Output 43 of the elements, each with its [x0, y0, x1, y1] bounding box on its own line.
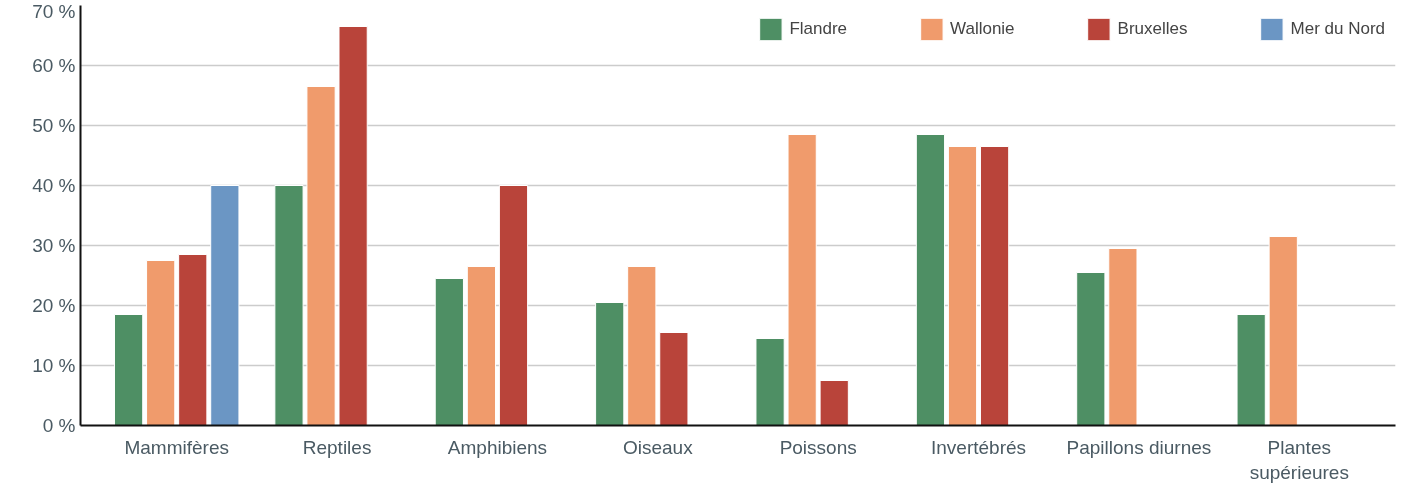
y-tick-label: 30 %	[32, 235, 76, 256]
y-tick-label: 0 %	[42, 415, 76, 436]
bar	[434, 278, 464, 426]
bar	[915, 134, 946, 426]
bar	[947, 146, 978, 426]
bar	[114, 314, 144, 426]
x-tick-label: Plantes supérieures	[1249, 436, 1349, 483]
legend-label: Mer du Nord	[1290, 19, 1385, 39]
bar	[498, 185, 529, 426]
bar	[466, 266, 497, 426]
y-tick-label: 70 %	[32, 0, 76, 22]
legend-label: Flandre	[789, 19, 848, 39]
bar	[338, 26, 368, 426]
bar	[274, 185, 304, 426]
bar	[595, 302, 625, 426]
bar	[979, 146, 1010, 426]
y-tick-label: 50 %	[32, 115, 76, 136]
y-tick-label: 60 %	[32, 55, 76, 76]
bar	[819, 380, 849, 426]
x-tick-label: Poissons	[779, 436, 857, 458]
bar	[627, 266, 657, 426]
bar	[210, 185, 240, 426]
bar	[178, 254, 208, 426]
legend-label: Bruxelles	[1117, 19, 1188, 39]
bar	[659, 332, 689, 426]
x-tick-label: Oiseaux	[622, 436, 694, 458]
bar	[146, 260, 176, 426]
x-tick-label: Reptiles	[302, 436, 372, 458]
x-tick-label: Papillons diurnes	[1066, 436, 1212, 458]
y-tick-label: 20 %	[32, 295, 76, 316]
bar	[787, 134, 817, 426]
x-tick-label: Mammifères	[124, 436, 229, 458]
bar	[1108, 248, 1138, 426]
bar	[306, 86, 336, 426]
bar	[1076, 272, 1106, 426]
x-tick-label: Amphibiens	[447, 436, 548, 458]
x-tick-label: Invertébrés	[931, 436, 1027, 458]
bar	[1268, 236, 1298, 426]
y-tick-label: 40 %	[32, 175, 76, 196]
bar	[755, 338, 785, 426]
bar	[1236, 314, 1266, 426]
y-tick-label: 10 %	[32, 355, 76, 376]
legend-label: Wallonie	[950, 19, 1015, 39]
